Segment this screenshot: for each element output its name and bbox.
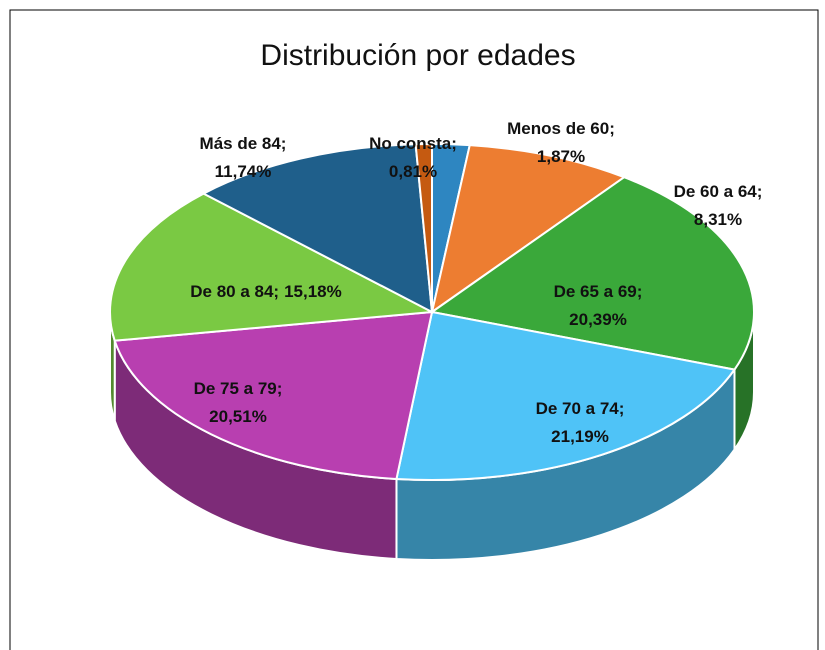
pie-slice [201, 143, 434, 314]
data-label: Más de 84; 11,74% [200, 134, 287, 181]
chart-title: Distribución por edades [260, 39, 575, 72]
label-separator: ; [451, 134, 457, 153]
value-label: 20,39% [569, 310, 627, 329]
category-name: Más de 84 [200, 134, 282, 153]
category-name: De 75 a 79 [194, 379, 277, 398]
value-label: 0,81% [389, 162, 437, 181]
label-separator: ; [273, 282, 279, 301]
data-label: De 75 a 79; 20,51% [194, 379, 283, 426]
category-name: De 70 a 74 [536, 399, 620, 418]
label-separator: ; [757, 182, 763, 201]
category-name: De 60 a 64 [674, 182, 758, 201]
category-name: No consta [369, 134, 452, 153]
pie-slice [414, 142, 433, 313]
chart-border [9, 9, 819, 650]
label-separator: ; [637, 282, 643, 301]
data-label: No consta; 0,81% [369, 134, 457, 181]
value-label: 8,31% [694, 210, 742, 229]
pie-slice [113, 310, 434, 481]
data-label: De 70 a 74; 21,19% [536, 399, 625, 446]
category-name: De 80 a 84 [190, 282, 274, 301]
label-separator: ; [619, 399, 625, 418]
pie-slice [429, 176, 755, 371]
data-label: Menos de 60; 1,87% [507, 119, 615, 166]
category-name: De 65 a 69 [554, 282, 637, 301]
value-label: 21,19% [551, 427, 609, 446]
pie-slice [395, 310, 737, 481]
label-separator: ; [277, 379, 283, 398]
category-name: Menos de 60 [507, 119, 609, 138]
label-separator: ; [609, 119, 615, 138]
value-label: 20,51% [209, 407, 267, 426]
pie-slice [109, 192, 436, 342]
data-label: De 60 a 64; 8,31% [674, 182, 763, 229]
value-label: 15,18% [284, 282, 342, 301]
value-label: 1,87% [537, 147, 585, 166]
value-label: 11,74% [215, 162, 272, 181]
data-label: De 80 a 84; 15,18% [190, 282, 342, 301]
pie-slice [430, 144, 627, 315]
label-separator: ; [281, 134, 287, 153]
data-label: De 65 a 69; 20,39% [554, 282, 643, 329]
